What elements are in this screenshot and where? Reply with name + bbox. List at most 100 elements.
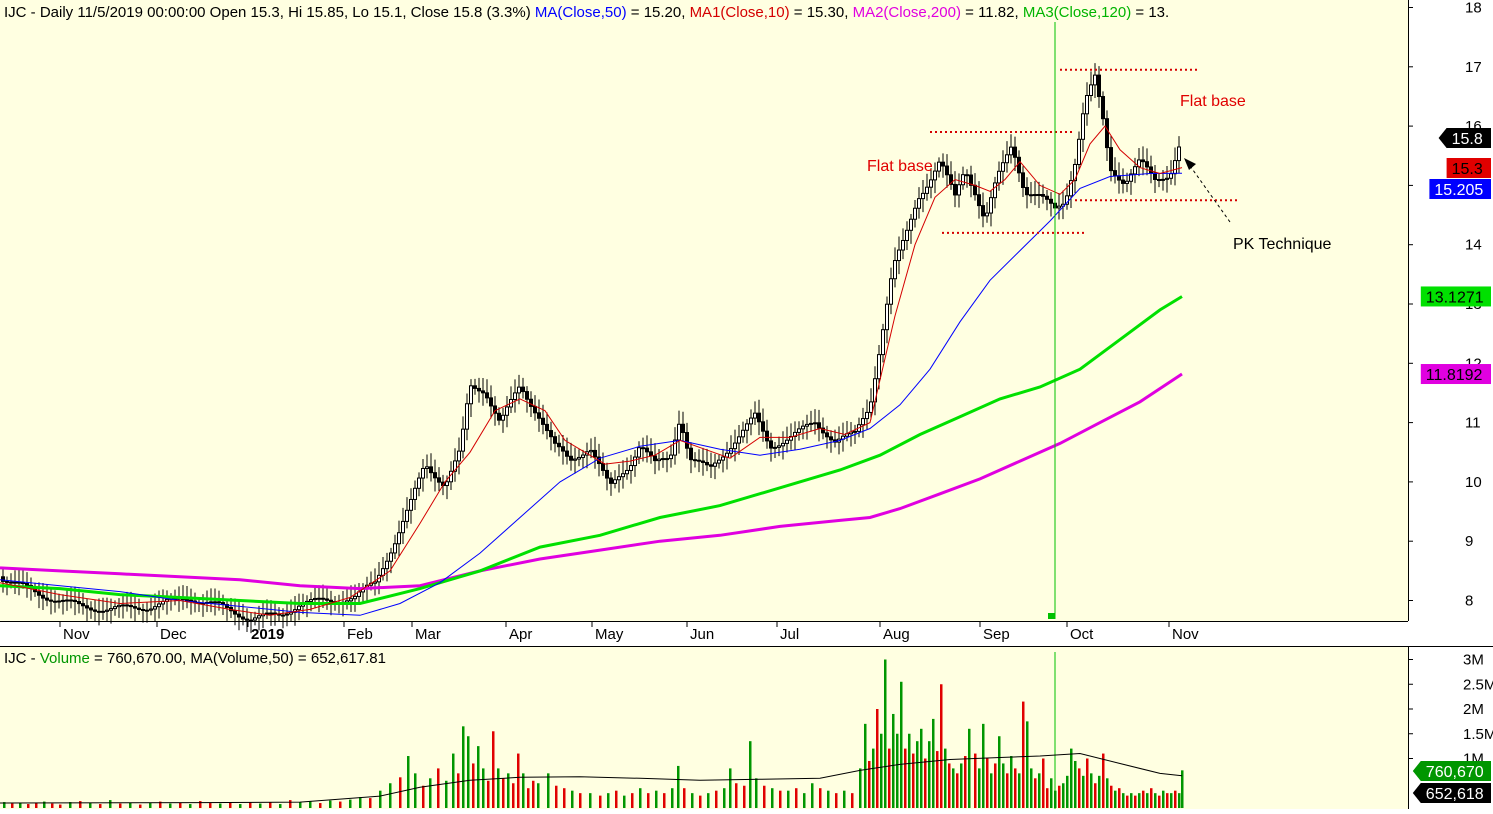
- volume-header-segment-1: Volume: [40, 650, 90, 667]
- volume-bar: [462, 726, 465, 808]
- month-label: Aug: [883, 626, 910, 643]
- candle-down: [329, 599, 333, 603]
- candle-up: [865, 411, 869, 420]
- candle-down: [485, 392, 489, 399]
- volume-bar: [631, 793, 634, 808]
- volume-header-segment-0: IJC -: [4, 650, 40, 667]
- month-label: Oct: [1070, 626, 1094, 643]
- candle-down: [433, 472, 437, 479]
- volume-bar: [1110, 785, 1113, 808]
- volume-tick-label: 3M: [1463, 652, 1484, 669]
- candle-up: [121, 604, 125, 607]
- volume-bar: [369, 798, 372, 808]
- volume-bar: [43, 801, 46, 808]
- volume-bar: [89, 803, 92, 808]
- volume-bar: [876, 709, 879, 808]
- candle-down: [665, 458, 669, 461]
- candle-down: [137, 607, 141, 610]
- volume-bar: [827, 790, 830, 808]
- volume-bar: [179, 802, 182, 808]
- volume-bar: [868, 760, 871, 808]
- volume-bar: [851, 793, 854, 808]
- candle-up: [773, 446, 777, 449]
- candle-up: [893, 260, 897, 280]
- candle-down: [73, 599, 77, 603]
- volume-bar: [707, 793, 710, 808]
- volume-bar: [892, 713, 895, 808]
- candle-down: [653, 455, 657, 462]
- volume-bar: [1010, 756, 1013, 808]
- volume-bar: [872, 748, 875, 808]
- candle-up: [465, 403, 469, 430]
- candle-down: [69, 599, 73, 602]
- candle-up: [741, 429, 745, 438]
- volume-bar: [639, 788, 642, 808]
- candle-up: [813, 422, 817, 425]
- volume-bar: [19, 802, 22, 808]
- month-label: Nov: [63, 626, 90, 643]
- volume-bar: [379, 790, 382, 808]
- volume-bar: [1154, 793, 1157, 808]
- ma-close-50-line: [0, 172, 1183, 616]
- candle-up: [1085, 95, 1089, 115]
- volume-bar: [916, 741, 919, 808]
- volume-bar: [467, 736, 470, 808]
- candle-up: [517, 386, 521, 394]
- value-label-box: [1420, 364, 1491, 385]
- candle-down: [645, 447, 649, 453]
- candle-down: [241, 616, 245, 620]
- candle-down: [41, 594, 45, 599]
- candle-up: [501, 414, 505, 421]
- candle-down: [85, 605, 89, 609]
- candle-up: [101, 610, 105, 613]
- candle-down: [593, 449, 597, 458]
- candle-up: [629, 465, 633, 471]
- candle-up: [13, 581, 17, 584]
- candle-up: [657, 458, 661, 462]
- candle-down: [1141, 159, 1145, 163]
- volume-bar: [51, 803, 54, 808]
- volume-bar: [908, 733, 911, 808]
- candle-up: [249, 619, 253, 622]
- candle-down: [429, 466, 433, 474]
- candle-down: [245, 618, 249, 621]
- candle-up: [733, 442, 737, 450]
- volume-bar: [835, 793, 838, 808]
- volume-bar: [1046, 788, 1049, 808]
- candle-up: [785, 439, 789, 444]
- candle-up: [313, 597, 317, 601]
- volume-bar: [482, 768, 485, 808]
- value-label: 15.8: [1452, 131, 1483, 148]
- candle-down: [1, 576, 5, 582]
- candle-down: [5, 580, 9, 583]
- month-label: Dec: [160, 626, 187, 643]
- candle-up: [869, 401, 873, 413]
- volume-bar: [803, 793, 806, 808]
- volume-bar: [1146, 793, 1149, 808]
- candle-up: [985, 212, 989, 217]
- candle-down: [233, 610, 237, 615]
- volume-bar: [1034, 778, 1037, 808]
- header-segment-2: = 15.20,: [627, 4, 690, 21]
- candle-down: [769, 440, 773, 449]
- volume-bar: [109, 800, 112, 808]
- candle-down: [565, 450, 569, 457]
- value-label: 11.8192: [1426, 367, 1483, 384]
- candle-up: [253, 617, 257, 621]
- candle-down: [949, 174, 953, 185]
- volume-bar: [843, 790, 846, 808]
- candle-down: [49, 599, 53, 602]
- volume-tick-label: 2M: [1463, 701, 1484, 718]
- volume-bar: [900, 681, 903, 808]
- volume-bar: [691, 793, 694, 808]
- candle-down: [681, 423, 685, 434]
- candle-down: [533, 405, 537, 414]
- volume-bar: [1090, 773, 1093, 808]
- volume-bar: [880, 733, 883, 808]
- candle-up: [1125, 180, 1129, 184]
- volume-bar: [994, 763, 997, 808]
- annotation-flat-base-2: Flat base: [1180, 93, 1246, 110]
- volume-bar: [1082, 775, 1085, 808]
- candle-up: [257, 615, 261, 619]
- month-label: Sep: [983, 626, 1010, 643]
